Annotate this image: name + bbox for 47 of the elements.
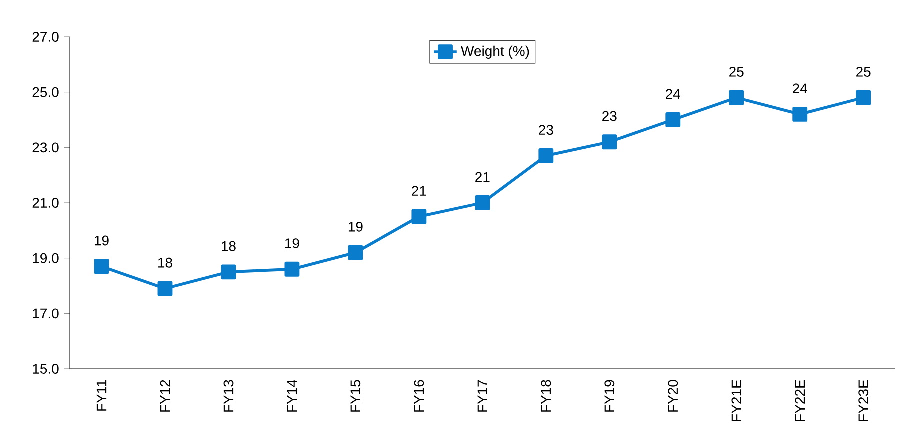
point [221,264,236,280]
x-tick-label: FY14 [287,380,298,412]
y-tick-label: 23.0 [32,142,59,153]
y-tick-label: 21.0 [32,198,59,208]
x-tick-label: FY17 [478,380,488,412]
x-tick-label: FY15 [350,380,361,412]
y-tick-label: 15.0 [33,364,59,374]
data-label: 19 [348,222,363,232]
x-tick-label: FY21E [732,380,742,422]
data-label: 24 [793,84,808,94]
data-label: 21 [476,172,490,182]
x-tick-label: FY16 [414,380,424,412]
point [538,148,554,164]
point [284,262,300,277]
data-label: 18 [222,241,236,252]
data-label: 19 [95,236,109,246]
data-label: 25 [730,67,744,77]
legend-label: Weight (%) [461,46,530,59]
x-tick-label: FY18 [541,380,552,412]
point [475,196,490,210]
x-tick-label: FY11 [96,380,107,411]
point [856,90,872,106]
x-tick-label: FY12 [160,380,170,412]
data-label: 23 [602,111,617,122]
data-label: 21 [412,186,426,196]
data-label: 19 [285,238,300,248]
x-tick-label: FY13 [224,380,234,412]
point [729,90,744,106]
y-tick-label: 27.0 [32,32,59,42]
point [412,209,427,224]
x-tick-label: FY23E [858,380,869,422]
point [666,112,681,128]
point [348,245,364,260]
x-tick-label: FY22E [795,380,805,422]
point [602,134,618,150]
y-tick-label: 25.0 [32,87,59,98]
data-label: 23 [539,125,554,136]
point [158,281,173,296]
data-label: 18 [158,258,172,268]
y-tick-label: 17.0 [33,308,59,319]
x-tick-label: FY20 [668,380,678,412]
point [792,106,808,122]
data-label: 25 [856,67,871,77]
y-tick-label: 19.0 [33,253,59,264]
data-label: 24 [666,89,680,100]
x-tick-label: FY19 [604,380,615,412]
point [94,259,110,274]
